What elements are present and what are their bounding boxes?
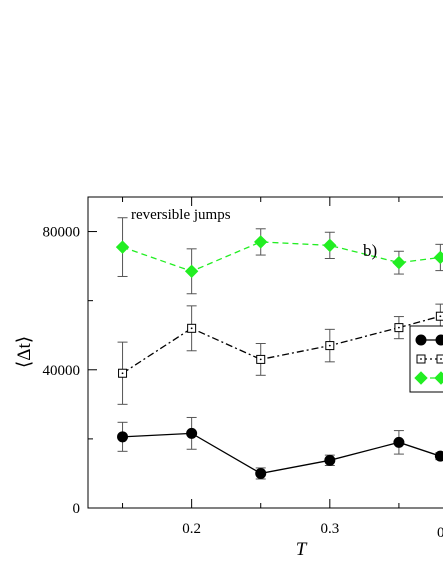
- ticks-layer: 0.2 0.3 0 40000 80000: [43, 197, 400, 537]
- legend-marker-right: [435, 334, 443, 346]
- data-point: [433, 250, 443, 265]
- series-layer: [115, 217, 443, 480]
- legend-marker-right-dot: [440, 358, 442, 360]
- data-point: [434, 450, 443, 462]
- data-point-dot: [121, 372, 124, 375]
- legend: [409, 325, 443, 393]
- right-edge-tick-label: 0: [437, 525, 443, 541]
- data-point-dot: [190, 327, 193, 330]
- data-point: [392, 255, 406, 270]
- data-point: [184, 264, 199, 279]
- x-tick-label: 0.2: [182, 521, 201, 537]
- legend-marker-left: [414, 371, 428, 385]
- legend-marker-right: [434, 371, 443, 385]
- legend-items: [414, 334, 443, 385]
- data-point: [115, 240, 130, 254]
- plot-frame: [87, 196, 443, 509]
- x-tick-label: 0.3: [320, 521, 339, 537]
- y-tick-label: 40000: [43, 363, 81, 379]
- panel-label: b): [363, 241, 377, 260]
- data-point-dot: [398, 326, 400, 329]
- series-2: [117, 303, 443, 405]
- y-tick-label: 0: [73, 501, 81, 517]
- legend-marker-left: [415, 334, 427, 346]
- data-point: [117, 431, 129, 443]
- data-point-dot: [328, 344, 331, 347]
- data-point-dot: [439, 315, 442, 318]
- data-point: [323, 238, 337, 253]
- legend-marker-right: [436, 354, 443, 364]
- legend-marker-left-dot: [420, 358, 422, 360]
- data-point: [393, 436, 405, 448]
- data-point: [324, 454, 336, 466]
- series-3: [115, 217, 443, 295]
- y-tick-label: 80000: [43, 225, 81, 241]
- x-axis-label: T: [296, 539, 308, 560]
- y-axis-label: ⟨Δt⟩: [14, 336, 35, 368]
- annotation-text: reversible jumps: [131, 207, 231, 223]
- data-point-dot: [259, 358, 262, 361]
- data-point: [255, 467, 267, 479]
- data-point: [186, 427, 198, 439]
- series-1: [117, 416, 443, 480]
- data-point: [254, 235, 268, 249]
